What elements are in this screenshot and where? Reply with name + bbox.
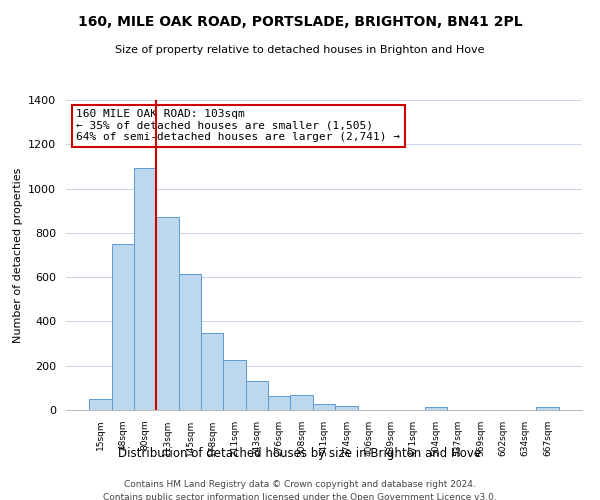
Bar — [290, 394, 313, 410]
Bar — [223, 360, 246, 410]
Bar — [313, 404, 335, 410]
Text: Contains public sector information licensed under the Open Government Licence v3: Contains public sector information licen… — [103, 492, 497, 500]
Text: Distribution of detached houses by size in Brighton and Hove: Distribution of detached houses by size … — [118, 448, 482, 460]
Bar — [425, 408, 447, 410]
Bar — [112, 244, 134, 410]
Bar — [89, 399, 112, 410]
Bar — [134, 168, 157, 410]
Bar — [179, 274, 201, 410]
Bar — [335, 406, 358, 410]
Text: 160, MILE OAK ROAD, PORTSLADE, BRIGHTON, BN41 2PL: 160, MILE OAK ROAD, PORTSLADE, BRIGHTON,… — [77, 15, 523, 29]
Text: 160 MILE OAK ROAD: 103sqm
← 35% of detached houses are smaller (1,505)
64% of se: 160 MILE OAK ROAD: 103sqm ← 35% of detac… — [76, 110, 400, 142]
Y-axis label: Number of detached properties: Number of detached properties — [13, 168, 23, 342]
Bar — [268, 396, 290, 410]
Text: Size of property relative to detached houses in Brighton and Hove: Size of property relative to detached ho… — [115, 45, 485, 55]
Bar — [157, 218, 179, 410]
Text: Contains HM Land Registry data © Crown copyright and database right 2024.: Contains HM Land Registry data © Crown c… — [124, 480, 476, 489]
Bar — [246, 381, 268, 410]
Bar — [536, 406, 559, 410]
Bar — [201, 333, 223, 410]
